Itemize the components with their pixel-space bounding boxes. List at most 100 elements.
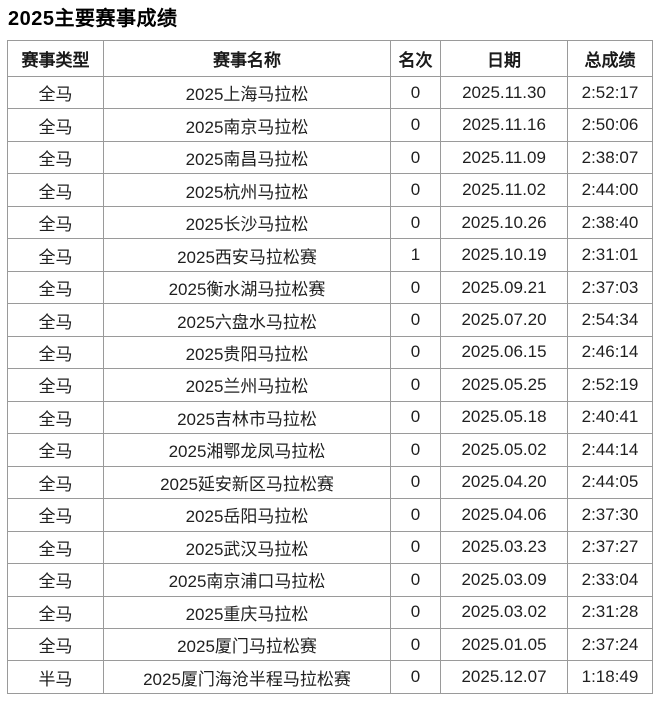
cell-race-type: 全马 xyxy=(7,140,104,175)
cell-rank: 0 xyxy=(390,498,441,532)
cell-rank: 0 xyxy=(390,660,441,694)
cell-race-type: 全马 xyxy=(7,433,104,467)
cell-date: 2025.03.23 xyxy=(440,530,568,565)
cell-race-name: 2025六盘水马拉松 xyxy=(103,303,391,337)
cell-result: 2:33:04 xyxy=(567,563,653,597)
cell-race-name: 2025延安新区马拉松赛 xyxy=(103,465,391,500)
table-row: 全马 2025西安马拉松赛 1 2025.10.19 2:31:01 xyxy=(7,238,653,272)
column-header-rank: 名次 xyxy=(390,40,441,77)
cell-rank: 1 xyxy=(390,238,441,272)
cell-race-type: 全马 xyxy=(7,303,104,337)
column-header-race-name: 赛事名称 xyxy=(103,40,391,77)
cell-race-type: 全马 xyxy=(7,238,104,272)
column-header-result: 总成绩 xyxy=(567,40,653,77)
cell-race-name: 2025杭州马拉松 xyxy=(103,173,391,207)
table-row: 全马 2025湘鄂龙凤马拉松 0 2025.05.02 2:44:14 xyxy=(7,433,653,467)
cell-result: 2:31:28 xyxy=(567,595,653,629)
cell-race-type: 全马 xyxy=(7,335,104,370)
cell-date: 2025.12.07 xyxy=(440,660,568,694)
cell-date: 2025.05.02 xyxy=(440,433,568,467)
table-row: 半马 2025厦门海沧半程马拉松赛 0 2025.12.07 1:18:49 xyxy=(7,660,653,694)
cell-race-name: 2025重庆马拉松 xyxy=(103,595,391,629)
cell-race-type: 全马 xyxy=(7,75,104,110)
cell-rank: 0 xyxy=(390,173,441,207)
cell-rank: 0 xyxy=(390,368,441,402)
cell-race-name: 2025贵阳马拉松 xyxy=(103,335,391,370)
cell-result: 2:46:14 xyxy=(567,335,653,370)
cell-result: 2:44:14 xyxy=(567,433,653,467)
cell-race-type: 全马 xyxy=(7,173,104,207)
cell-race-name: 2025武汉马拉松 xyxy=(103,530,391,565)
cell-race-name: 2025西安马拉松赛 xyxy=(103,238,391,272)
cell-result: 2:37:30 xyxy=(567,498,653,532)
cell-race-type: 全马 xyxy=(7,530,104,565)
table-row: 全马 2025贵阳马拉松 0 2025.06.15 2:46:14 xyxy=(7,335,653,370)
cell-race-name: 2025南昌马拉松 xyxy=(103,140,391,175)
cell-date: 2025.04.06 xyxy=(440,498,568,532)
cell-result: 1:18:49 xyxy=(567,660,653,694)
cell-rank: 0 xyxy=(390,75,441,110)
cell-date: 2025.09.21 xyxy=(440,270,568,305)
cell-rank: 0 xyxy=(390,530,441,565)
cell-date: 2025.03.02 xyxy=(440,595,568,629)
cell-result: 2:40:41 xyxy=(567,400,653,435)
cell-date: 2025.04.20 xyxy=(440,465,568,500)
cell-rank: 0 xyxy=(390,303,441,337)
column-header-date: 日期 xyxy=(440,40,568,77)
cell-rank: 0 xyxy=(390,335,441,370)
cell-race-type: 全马 xyxy=(7,270,104,305)
table-row: 全马 2025杭州马拉松 0 2025.11.02 2:44:00 xyxy=(7,173,653,207)
cell-race-name: 2025厦门马拉松赛 xyxy=(103,627,391,662)
cell-date: 2025.11.30 xyxy=(440,75,568,110)
cell-date: 2025.11.09 xyxy=(440,140,568,175)
cell-result: 2:31:01 xyxy=(567,238,653,272)
cell-race-type: 全马 xyxy=(7,498,104,532)
table-header: 赛事类型 赛事名称 名次 日期 总成绩 xyxy=(7,40,653,77)
page-title: 2025主要赛事成绩 xyxy=(8,8,178,30)
table-row: 全马 2025吉林市马拉松 0 2025.05.18 2:40:41 xyxy=(7,400,653,435)
cell-result: 2:52:17 xyxy=(567,75,653,110)
cell-race-name: 2025厦门海沧半程马拉松赛 xyxy=(103,660,391,694)
results-table: 赛事类型 赛事名称 名次 日期 总成绩 全马 2025上海马拉松 0 2025.11.… xyxy=(7,40,653,694)
cell-result: 2:37:03 xyxy=(567,270,653,305)
cell-race-type: 全马 xyxy=(7,108,104,142)
cell-date: 2025.10.19 xyxy=(440,238,568,272)
cell-date: 2025.07.20 xyxy=(440,303,568,337)
cell-result: 2:44:00 xyxy=(567,173,653,207)
table-row: 全马 2025南昌马拉松 0 2025.11.09 2:38:07 xyxy=(7,140,653,175)
cell-date: 2025.03.09 xyxy=(440,563,568,597)
cell-rank: 0 xyxy=(390,627,441,662)
cell-rank: 0 xyxy=(390,465,441,500)
cell-date: 2025.06.15 xyxy=(440,335,568,370)
cell-date: 2025.01.05 xyxy=(440,627,568,662)
cell-race-type: 全马 xyxy=(7,627,104,662)
table-row: 全马 2025延安新区马拉松赛 0 2025.04.20 2:44:05 xyxy=(7,465,653,500)
cell-race-type: 全马 xyxy=(7,205,104,240)
table-row: 全马 2025上海马拉松 0 2025.11.30 2:52:17 xyxy=(7,75,653,110)
cell-rank: 0 xyxy=(390,140,441,175)
cell-rank: 0 xyxy=(390,270,441,305)
cell-race-type: 全马 xyxy=(7,368,104,402)
table-row: 全马 2025衡水湖马拉松赛 0 2025.09.21 2:37:03 xyxy=(7,270,653,305)
cell-race-type: 全马 xyxy=(7,595,104,629)
cell-result: 2:37:24 xyxy=(567,627,653,662)
table-row: 全马 2025南京马拉松 0 2025.11.16 2:50:06 xyxy=(7,108,653,142)
cell-race-name: 2025兰州马拉松 xyxy=(103,368,391,402)
cell-rank: 0 xyxy=(390,595,441,629)
cell-result: 2:52:19 xyxy=(567,368,653,402)
cell-date: 2025.11.02 xyxy=(440,173,568,207)
cell-result: 2:50:06 xyxy=(567,108,653,142)
cell-race-name: 2025湘鄂龙凤马拉松 xyxy=(103,433,391,467)
cell-date: 2025.05.25 xyxy=(440,368,568,402)
cell-rank: 0 xyxy=(390,400,441,435)
cell-rank: 0 xyxy=(390,433,441,467)
table-row: 全马 2025长沙马拉松 0 2025.10.26 2:38:40 xyxy=(7,205,653,240)
cell-date: 2025.10.26 xyxy=(440,205,568,240)
cell-result: 2:37:27 xyxy=(567,530,653,565)
cell-result: 2:38:07 xyxy=(567,140,653,175)
cell-race-name: 2025长沙马拉松 xyxy=(103,205,391,240)
cell-race-name: 2025南京马拉松 xyxy=(103,108,391,142)
table-row: 全马 2025厦门马拉松赛 0 2025.01.05 2:37:24 xyxy=(7,627,653,662)
cell-race-name: 2025衡水湖马拉松赛 xyxy=(103,270,391,305)
